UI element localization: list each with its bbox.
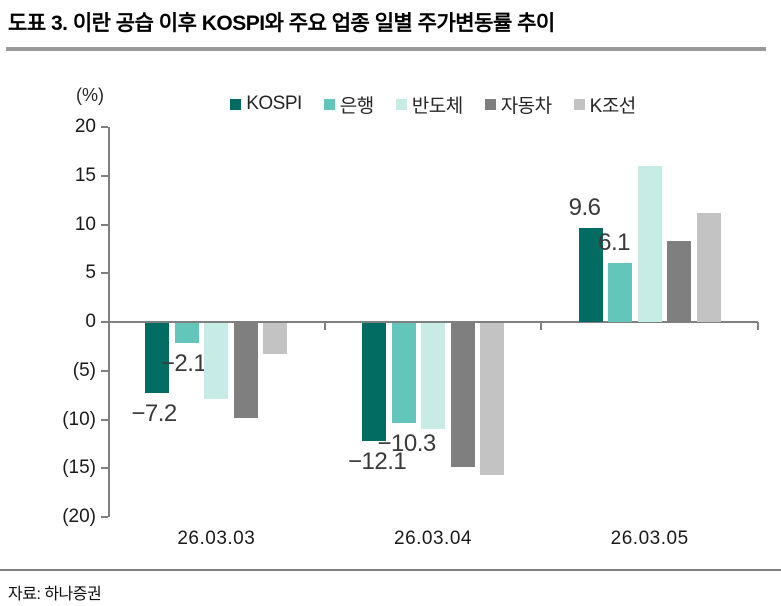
- legend-item-auto: 자동차: [484, 91, 552, 118]
- x-axis-line: [108, 321, 758, 323]
- x-axis-tick: [540, 322, 543, 330]
- legend-label-auto: 자동차: [500, 95, 552, 117]
- legend-swatch-k-shipbuilding: [573, 98, 585, 110]
- bar-semiconductor-26.03.04: [421, 323, 445, 430]
- y-axis-tick: [101, 321, 108, 323]
- y-axis-tick-label: 20: [74, 116, 96, 137]
- bar-semiconductor-26.03.05: [637, 166, 662, 322]
- bar-auto-26.03.04: [450, 323, 475, 468]
- title-divider: [6, 47, 766, 51]
- y-axis-tick-label: (10): [62, 408, 96, 430]
- legend-label-bank: 은행: [339, 95, 374, 117]
- bar-kospi-26.03.03: [145, 323, 170, 394]
- y-axis-tick-label: 10: [74, 213, 96, 235]
- bar-value-label-bank-26.03.03: −2.1: [160, 350, 207, 378]
- y-axis-tick: [101, 516, 108, 518]
- legend-swatch-bank: [323, 98, 335, 110]
- chart-legend: KOSPI 은행 반도체 자동차 K조선: [108, 91, 758, 118]
- y-axis-tick: [101, 369, 108, 372]
- figure-title: 도표 3. 이란 공습 이후 KOSPI와 주요 업종 일별 주가변동률 추이: [8, 12, 555, 35]
- bar-auto-26.03.03: [233, 323, 258, 418]
- legend-item-k-shipbuilding: K조선: [573, 91, 637, 118]
- x-axis-label: 26.03.05: [610, 528, 689, 549]
- x-axis-label: 26.03.03: [177, 528, 256, 549]
- legend-swatch-auto: [484, 98, 496, 110]
- y-axis-tick: [101, 272, 108, 275]
- y-axis-tick-label: (15): [62, 457, 96, 479]
- bar-kospi-26.03.04: [362, 323, 386, 441]
- legend-item-kospi: KOSPI: [230, 93, 302, 115]
- x-axis-tick: [757, 322, 759, 330]
- bar-auto-26.03.05: [667, 241, 692, 322]
- y-axis-tick-label: 15: [74, 164, 96, 186]
- x-axis-tick: [323, 322, 326, 330]
- y-axis-tick-label: 5: [85, 262, 96, 284]
- legend-label-k-shipbuilding: K조선: [589, 95, 637, 117]
- bar-k-shipbuilding-26.03.03: [263, 323, 288, 355]
- y-axis-tick: [101, 174, 108, 177]
- bar-value-label-kospi-26.03.04: −12.1: [348, 447, 407, 475]
- y-axis-tick-label: 0: [85, 311, 96, 332]
- y-axis-unit-label: (%): [76, 85, 104, 105]
- bar-semiconductor-26.03.03: [204, 323, 229, 400]
- source-note: 자료: 하나증권: [8, 586, 102, 603]
- bar-value-label-kospi-26.03.03: −7.2: [131, 400, 177, 428]
- legend-swatch-semiconductor: [395, 98, 407, 110]
- bar-value-label-bank-26.03.04: −10.3: [377, 430, 437, 458]
- bar-k-shipbuilding-26.03.05: [696, 212, 721, 322]
- x-axis-label: 26.03.04: [394, 528, 472, 549]
- legend-item-bank: 은행: [323, 91, 374, 118]
- y-axis-tick: [101, 467, 108, 470]
- footer-divider: [0, 569, 781, 571]
- bar-bank-26.03.03: [174, 323, 199, 344]
- y-axis-tick-label: (20): [62, 506, 96, 527]
- legend-label-semiconductor: 반도체: [411, 95, 463, 117]
- legend-label-kospi: KOSPI: [246, 93, 302, 114]
- bar-value-label-kospi-26.03.05: 9.6: [568, 194, 601, 222]
- y-axis-tick: [101, 126, 108, 128]
- legend-item-semiconductor: 반도체: [395, 91, 463, 118]
- bar-bank-26.03.05: [608, 262, 633, 322]
- bar-bank-26.03.04: [391, 323, 416, 424]
- y-axis-tick: [101, 223, 108, 226]
- bar-value-label-bank-26.03.05: 6.1: [598, 228, 631, 256]
- bar-k-shipbuilding-26.03.04: [480, 323, 504, 476]
- y-axis-tick-label: (5): [72, 359, 96, 381]
- bar-kospi-26.03.05: [578, 228, 603, 322]
- legend-swatch-kospi: [230, 98, 242, 110]
- y-axis-tick: [101, 418, 108, 421]
